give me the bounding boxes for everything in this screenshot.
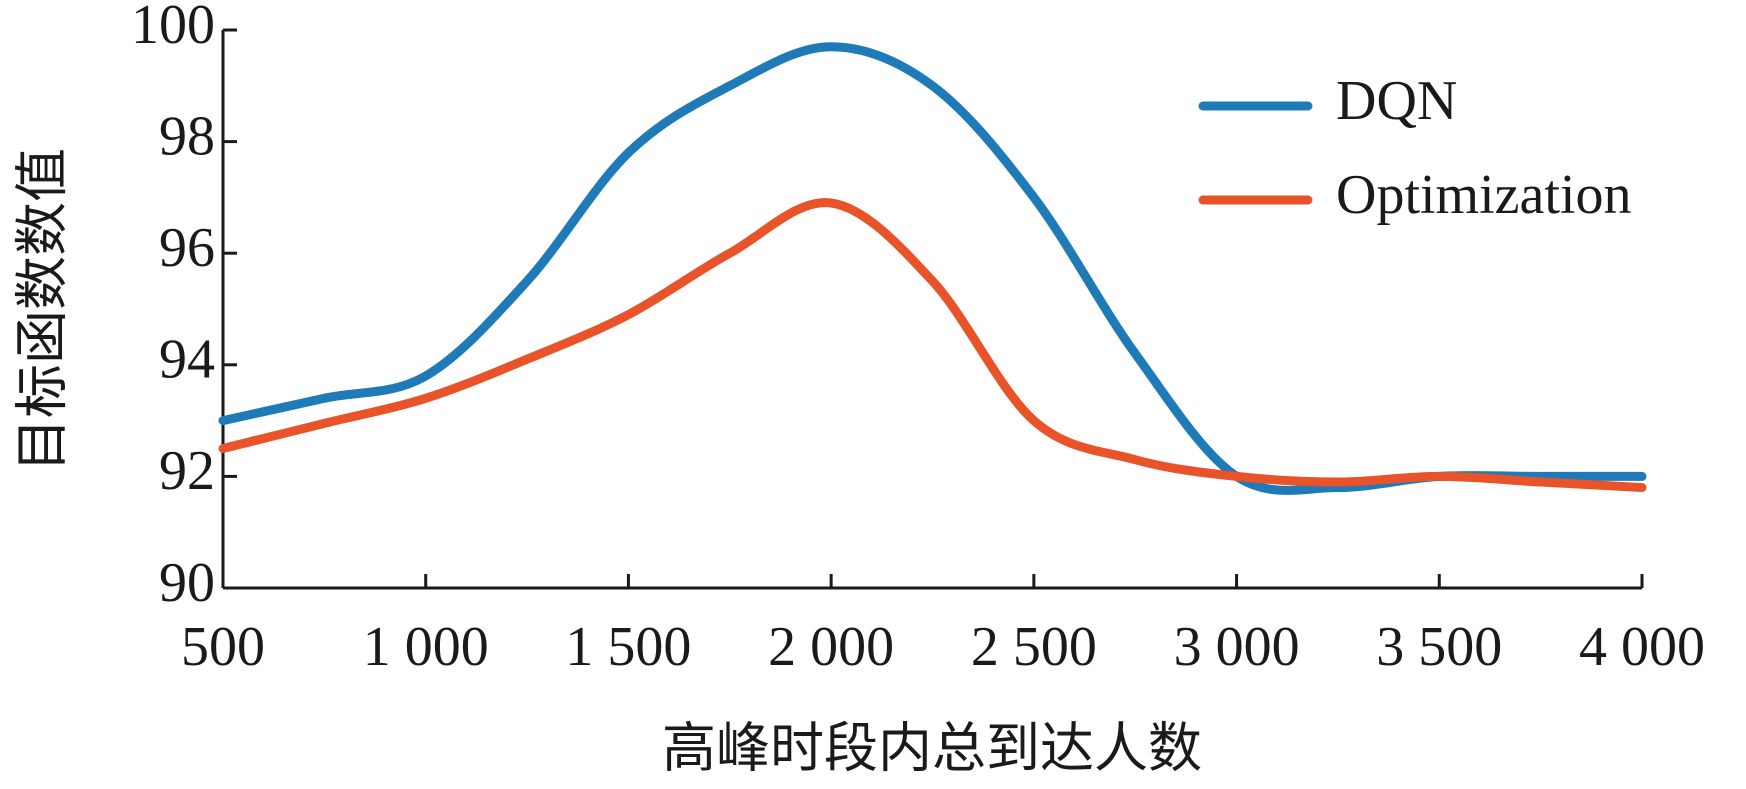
x-tick-label: 2 000: [768, 616, 894, 678]
x-tick-label: 1 000: [363, 616, 489, 678]
y-tick-label: 100: [131, 0, 215, 56]
x-tick-label: 2 500: [971, 616, 1097, 678]
x-tick-label: 3 500: [1376, 616, 1502, 678]
legend-label: Optimization: [1336, 164, 1632, 226]
x-axis-label: 高峰时段内总到达人数: [662, 717, 1202, 780]
series-line: [218, 198, 1647, 493]
y-axis-label: 目标函数数值: [11, 148, 74, 472]
legend-label: DQN: [1336, 70, 1457, 132]
y-tick-label: 98: [159, 105, 215, 167]
y-tick-label: 96: [159, 217, 215, 279]
y-tick-label: 90: [159, 552, 215, 614]
x-tick-label: 500: [181, 616, 265, 678]
x-tick-label: 3 000: [1174, 616, 1300, 678]
x-tick-label: 4 000: [1579, 616, 1705, 678]
y-tick-label: 92: [159, 440, 215, 502]
y-tick-label: 94: [159, 329, 215, 391]
x-tick-label: 1 500: [565, 616, 691, 678]
